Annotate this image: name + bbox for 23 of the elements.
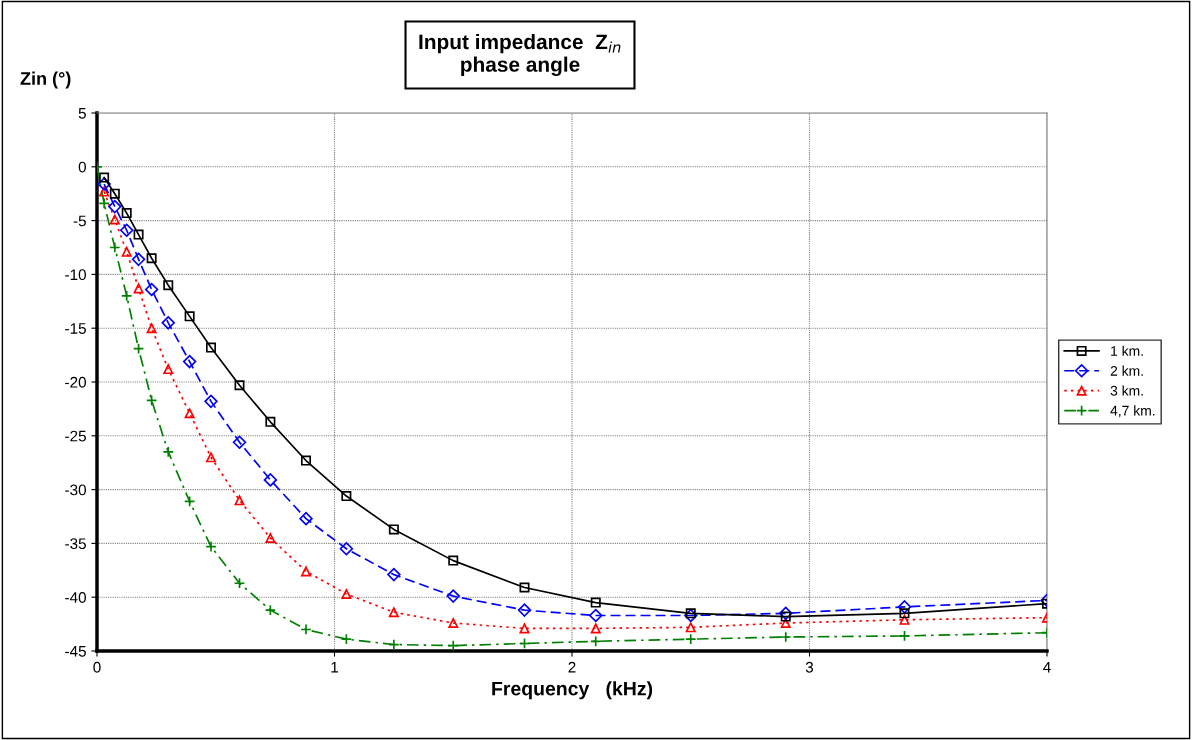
x-tick-label: 4 bbox=[1043, 661, 1051, 673]
y-tick-label: 5 bbox=[78, 108, 86, 119]
legend-label: 3 km. bbox=[1110, 385, 1143, 396]
chart-title: Input impedance Z$_{in}$ phase angle bbox=[419, 33, 621, 77]
y-tick-label: -30 bbox=[65, 484, 86, 496]
y-tick-label: -5 bbox=[73, 215, 86, 227]
x-tick-label: 2 bbox=[568, 661, 576, 673]
y-tick-label: 0 bbox=[78, 161, 86, 173]
y-tick-label: -35 bbox=[65, 538, 86, 550]
x-tick-label: 3 bbox=[805, 661, 814, 673]
y-axis-title: Zin (°) bbox=[20, 71, 71, 89]
y-tick-label: -45 bbox=[65, 646, 86, 657]
legend-label: 4,7 km. bbox=[1110, 405, 1155, 418]
y-tick-label: -15 bbox=[65, 323, 86, 334]
y-tick-label: -25 bbox=[65, 430, 86, 442]
y-tick-label: -10 bbox=[65, 269, 86, 281]
legend-label: 2 km. bbox=[1110, 365, 1143, 376]
legend-label: 1 km. bbox=[1111, 345, 1143, 356]
x-axis-title: Frequency (kHz) bbox=[492, 681, 653, 700]
x-tick-label: 1 bbox=[331, 661, 338, 673]
y-tick-label: -20 bbox=[65, 376, 86, 388]
y-tick-label: -40 bbox=[65, 592, 86, 603]
x-tick-label: 0 bbox=[93, 661, 101, 673]
